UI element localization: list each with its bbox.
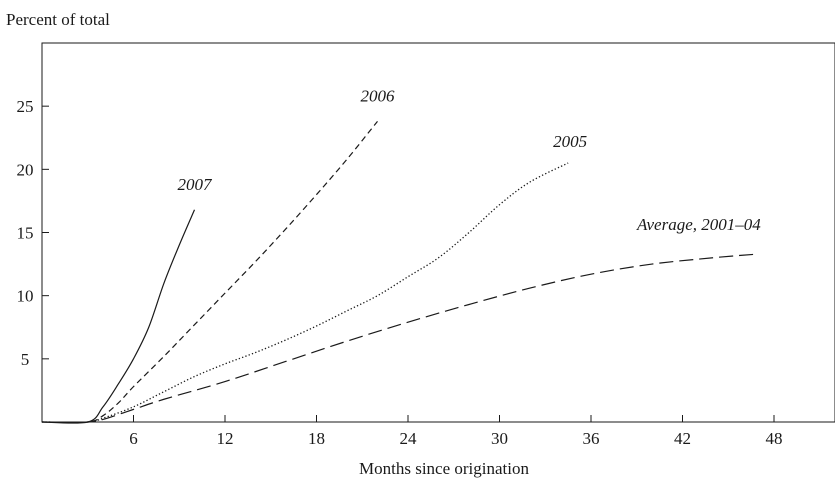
series-label-1: 2006 (361, 86, 396, 105)
y-tick-label: 25 (17, 97, 34, 116)
x-tick-label: 30 (491, 429, 508, 448)
x-tick-label: 48 (766, 429, 783, 448)
x-tick-label: 12 (217, 429, 234, 448)
series-line-1 (41, 120, 378, 424)
x-tick-label: 36 (583, 429, 600, 448)
x-tick-label: 18 (308, 429, 325, 448)
y-tick-label: 5 (21, 350, 30, 369)
series-line-2 (41, 162, 569, 423)
x-tick-label: 42 (674, 429, 691, 448)
x-axis-title: Months since origination (359, 459, 529, 478)
y-tick-label: 10 (17, 287, 34, 306)
x-tick-label: 6 (129, 429, 138, 448)
series-line-0 (41, 209, 196, 424)
series-labels-layer: 2007 2006 2005 Average, 2001–04 (178, 86, 762, 234)
plot-frame (41, 42, 835, 423)
series-label-0: 2007 (178, 175, 214, 194)
series-layer (41, 120, 759, 424)
y-axis-title: Percent of total (6, 10, 110, 29)
y-tick-label: 20 (17, 160, 34, 179)
ticks-layer: 6 12 18 24 30 36 42 48 5 10 15 20 25 (17, 97, 783, 448)
series-label-3: Average, 2001–04 (636, 215, 761, 234)
y-tick-label: 15 (17, 224, 34, 243)
series-line-3 (41, 253, 759, 423)
series-label-2: 2005 (553, 132, 587, 151)
x-tick-label: 24 (400, 429, 418, 448)
